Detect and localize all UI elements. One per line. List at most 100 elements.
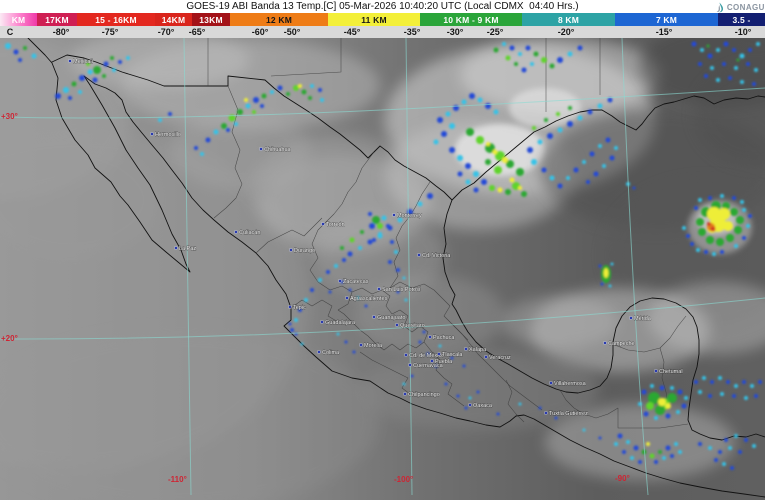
city-label: Zacatecas (343, 279, 369, 285)
city-marker (484, 355, 488, 359)
city-marker (317, 350, 321, 354)
scale-segment: 15 - 16KM (77, 13, 155, 26)
grid-label: -110° (168, 475, 187, 484)
city-label: Campeche (608, 341, 635, 347)
storm-cell (682, 194, 752, 256)
city-label: Puebla (435, 359, 453, 365)
city-label: Cuernavaca (413, 363, 444, 369)
city-label: Hermosillo (155, 132, 181, 138)
temperature-scale-bar: C -80° -75° -70° -65° -60° -50° -45° -35° -30° -25… (0, 26, 765, 38)
temp-tick: -10° (734, 27, 752, 37)
city-marker (320, 320, 324, 324)
state-border-layer (207, 38, 689, 429)
city-marker (403, 392, 407, 396)
temp-tick: -20° (557, 27, 575, 37)
temp-tick: -75° (101, 27, 119, 37)
grid-label: -100° (394, 475, 413, 484)
satellite-map[interactable]: +30° +20° -110° -100° -90° Mexicali Hermosill… (0, 38, 765, 500)
temp-tick: -70° (157, 27, 175, 37)
city-label: La Paz (179, 246, 196, 252)
city-label: San Luis Potosí (382, 287, 421, 293)
city-label: Veracruz (489, 355, 511, 361)
city-label: Tepic (293, 305, 306, 311)
scale-segment: 17KM (37, 13, 77, 26)
city-label: Colima (322, 350, 340, 356)
temp-tick: -50° (283, 27, 301, 37)
grid-label: -90° (615, 474, 630, 483)
city-label: Pachuca (433, 335, 455, 341)
coastline-layer (27, 38, 765, 498)
city-marker (437, 352, 441, 356)
city-label: Oaxaca (473, 403, 493, 409)
city-label: Monterrey (397, 213, 422, 219)
grid-label: +20° (1, 334, 18, 343)
city-marker (345, 296, 349, 300)
conagua-drop-icon (716, 2, 723, 12)
temp-tick: C (6, 27, 14, 37)
city-marker (321, 222, 325, 226)
map-title: GOES-19 ABI Banda 13 Temp.[C] 05-Mar-202… (186, 1, 579, 12)
city-label: Torreón (326, 222, 345, 228)
city-marker (395, 323, 399, 327)
city-label: Guadalajara (325, 320, 356, 326)
grid-label: +30° (1, 112, 18, 121)
city-label: Querétaro (400, 323, 425, 329)
city-label: Mexicali (73, 59, 93, 65)
city-marker (372, 315, 376, 319)
city-marker (338, 279, 342, 283)
city-label: Guanajuato (377, 315, 405, 321)
city-marker (603, 341, 607, 345)
city-label: Durango (294, 248, 315, 254)
temp-tick: -65° (188, 27, 206, 37)
scale-segment: 12 KM (230, 13, 328, 26)
grid-label-layer: +30° +20° -110° -100° -90° (1, 112, 630, 484)
city-label: Chilpancingo (408, 392, 440, 398)
city-label-layer: Mexicali Hermosillo Chihuahua Torreón Monter… (68, 59, 683, 417)
scale-segment: 8 KM (522, 13, 615, 26)
scale-segment: 3.5 - (718, 13, 765, 26)
city-label: Tlaxcala (442, 352, 463, 358)
altitude-scale-bar: KM 17KM 15 - 16KM 14KM 13KM 12 KM 11 KM 10 KM -… (0, 13, 765, 26)
city-label: Cd. Victoria (422, 253, 451, 259)
city-marker (392, 213, 396, 217)
city-label: Xalapa (469, 347, 487, 353)
city-label: Mérida (634, 316, 652, 322)
temp-tick: -30° (446, 27, 464, 37)
city-label: Chetumal (659, 369, 683, 375)
city-marker (544, 411, 548, 415)
city-marker (408, 363, 412, 367)
conagua-logo-text: CONAGUA (726, 2, 765, 12)
scale-segment: 10 KM - 9 KM (420, 13, 522, 26)
city-label: Morelia (364, 343, 383, 349)
city-marker (428, 335, 432, 339)
city-label: Cd. de México (409, 353, 444, 359)
city-marker (549, 381, 553, 385)
city-marker (404, 353, 408, 357)
temp-tick: -35° (403, 27, 421, 37)
temp-tick: -25° (486, 27, 504, 37)
scale-segment: 11 KM (328, 13, 420, 26)
city-marker (68, 59, 72, 63)
scale-segment: 7 KM (615, 13, 718, 26)
city-marker (259, 147, 263, 151)
city-label: Tuxtla Gutiérrez (549, 411, 588, 417)
scale-segment: 13KM (192, 13, 230, 26)
city-marker (468, 403, 472, 407)
city-marker (629, 316, 633, 320)
scale-segment: KM (0, 13, 37, 26)
city-marker (464, 347, 468, 351)
city-label: Culiacán (239, 230, 260, 236)
city-marker (359, 343, 363, 347)
scale-segment: 14KM (155, 13, 192, 26)
temp-tick: -15° (655, 27, 673, 37)
temp-tick: -80° (52, 27, 70, 37)
temp-tick: -45° (343, 27, 361, 37)
city-marker (288, 305, 292, 309)
convection-speckle-layer (5, 41, 762, 470)
title-bar: GOES-19 ABI Banda 13 Temp.[C] 05-Mar-202… (0, 0, 765, 13)
temp-tick: -60° (251, 27, 269, 37)
city-label: Chihuahua (264, 147, 292, 153)
city-label: Aguascalientes (350, 296, 388, 302)
city-marker (377, 287, 381, 291)
